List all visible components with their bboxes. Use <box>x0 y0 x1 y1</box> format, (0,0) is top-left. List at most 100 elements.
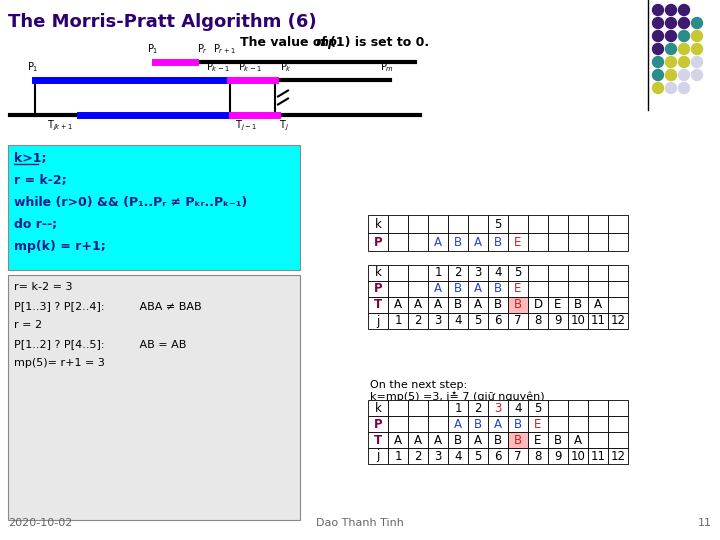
Text: P: P <box>374 282 382 295</box>
Text: A: A <box>494 417 502 430</box>
Text: T$_{j-1}$: T$_{j-1}$ <box>235 119 257 133</box>
Text: P$_r$: P$_r$ <box>197 42 208 56</box>
Text: j: j <box>377 314 379 327</box>
Bar <box>508 281 528 297</box>
Bar <box>528 233 548 251</box>
Circle shape <box>665 4 677 16</box>
Bar <box>588 313 608 329</box>
Bar <box>8 275 300 520</box>
Bar <box>528 432 548 448</box>
Circle shape <box>678 57 690 68</box>
Bar <box>508 313 528 329</box>
Bar <box>488 265 508 281</box>
Bar <box>488 233 508 251</box>
Bar <box>608 448 628 464</box>
Bar <box>428 313 448 329</box>
Bar <box>608 215 628 233</box>
Text: P: P <box>374 417 382 430</box>
Text: j: j <box>377 449 379 462</box>
Text: A: A <box>434 434 442 447</box>
Circle shape <box>665 83 677 93</box>
Bar <box>548 281 568 297</box>
Bar <box>408 265 428 281</box>
Bar <box>408 432 428 448</box>
Circle shape <box>678 17 690 29</box>
Bar <box>488 313 508 329</box>
Bar <box>568 265 588 281</box>
Circle shape <box>665 44 677 55</box>
Bar <box>548 400 568 416</box>
Bar <box>508 448 528 464</box>
Bar <box>588 233 608 251</box>
Text: 10: 10 <box>570 449 585 462</box>
Bar <box>428 281 448 297</box>
Text: 1: 1 <box>395 449 402 462</box>
Bar <box>588 265 608 281</box>
Bar <box>448 313 468 329</box>
Bar <box>468 233 488 251</box>
Text: A: A <box>414 434 422 447</box>
Text: A: A <box>474 299 482 312</box>
Circle shape <box>678 4 690 16</box>
Bar <box>508 233 528 251</box>
Bar <box>428 400 448 416</box>
Bar <box>368 297 388 313</box>
Text: P[1..2] ? P[4..5]:          AB = AB: P[1..2] ? P[4..5]: AB = AB <box>14 339 186 349</box>
Text: k: k <box>374 402 382 415</box>
Bar <box>568 313 588 329</box>
Circle shape <box>691 70 703 80</box>
Text: (1) is set to 0.: (1) is set to 0. <box>330 36 429 49</box>
Text: P$_m$: P$_m$ <box>380 60 394 74</box>
Bar <box>388 432 408 448</box>
Text: P$_{r+1}$: P$_{r+1}$ <box>213 42 235 56</box>
Text: 4: 4 <box>454 449 462 462</box>
Bar <box>428 265 448 281</box>
Text: B: B <box>454 282 462 295</box>
Circle shape <box>652 17 664 29</box>
Text: B: B <box>454 434 462 447</box>
Bar <box>388 448 408 464</box>
Bar <box>568 400 588 416</box>
Circle shape <box>652 44 664 55</box>
Bar <box>588 416 608 432</box>
Circle shape <box>665 17 677 29</box>
Bar <box>548 265 568 281</box>
Text: On the next step:: On the next step: <box>370 380 467 390</box>
Text: B: B <box>494 235 502 248</box>
Text: B: B <box>514 417 522 430</box>
Text: T: T <box>374 299 382 312</box>
Bar <box>468 400 488 416</box>
Text: 2020-10-02: 2020-10-02 <box>8 518 73 528</box>
Text: 3: 3 <box>474 267 482 280</box>
Text: P: P <box>374 235 382 248</box>
Text: The Morris-Pratt Algorithm (6): The Morris-Pratt Algorithm (6) <box>8 13 317 31</box>
Text: B: B <box>494 299 502 312</box>
Text: 2: 2 <box>474 402 482 415</box>
Bar <box>368 265 388 281</box>
Text: 2: 2 <box>454 267 462 280</box>
Bar <box>508 416 528 432</box>
Bar <box>468 432 488 448</box>
Text: A: A <box>574 434 582 447</box>
Circle shape <box>678 70 690 80</box>
Bar <box>408 281 428 297</box>
Text: 11: 11 <box>590 314 606 327</box>
Text: P$_{k-1}$: P$_{k-1}$ <box>238 60 262 74</box>
Text: P$_k$: P$_k$ <box>280 60 292 74</box>
Bar <box>428 432 448 448</box>
Text: r = 2: r = 2 <box>14 320 42 330</box>
Bar <box>608 313 628 329</box>
Text: B: B <box>514 299 522 312</box>
Bar <box>588 432 608 448</box>
Bar <box>408 448 428 464</box>
Text: 11: 11 <box>698 518 712 528</box>
Bar <box>508 265 528 281</box>
Text: 12: 12 <box>611 314 626 327</box>
Text: 2: 2 <box>414 449 422 462</box>
Bar <box>408 313 428 329</box>
Bar <box>608 281 628 297</box>
Text: 12: 12 <box>611 449 626 462</box>
Text: D: D <box>534 299 543 312</box>
Text: r = k-2;: r = k-2; <box>14 174 67 187</box>
Text: 5: 5 <box>495 218 502 231</box>
